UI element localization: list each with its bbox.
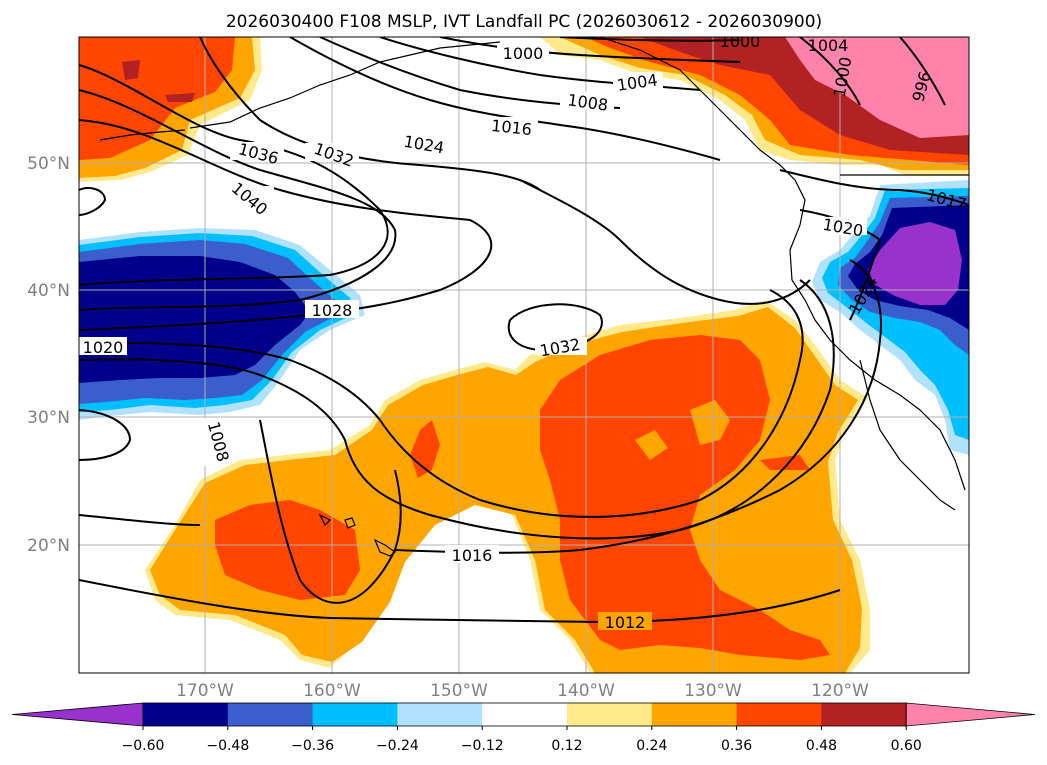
- lat-label-50n: 50°N: [27, 154, 70, 174]
- lat-labels: 50°N 40°N 30°N 20°N: [27, 154, 70, 556]
- ivt-fill-subtropical: [145, 300, 870, 673]
- colorbar-tick-label: 0.24: [636, 738, 667, 754]
- map-title: 2026030400 F108 MSLP, IVT Landfall PC (2…: [226, 12, 822, 32]
- colorbar-tick-label: 0.48: [806, 738, 837, 754]
- colorbar-swatch: [312, 703, 398, 726]
- colorbar-swatch: [227, 703, 314, 726]
- colorbar-swatch: [397, 703, 483, 726]
- lon-label-170w: 170°W: [176, 681, 234, 701]
- isobar-label: 1000: [720, 32, 761, 51]
- colorbar-tick-label: −0.24: [376, 738, 419, 754]
- ivt-fill-northeast: [540, 37, 969, 175]
- ivt-fill-east-negative: [812, 180, 969, 455]
- colorbar-outline: [142, 702, 907, 727]
- coastlines: [99, 37, 969, 557]
- lon-label-150w: 150°W: [430, 681, 488, 701]
- colorbar-swatch: [651, 703, 738, 726]
- lon-label-120w: 120°W: [811, 681, 869, 701]
- map-frame: [78, 36, 970, 674]
- colorbar-swatch: [736, 703, 822, 726]
- colorbar-extend-right: [905, 702, 1036, 727]
- colorbar-tick-label: 0.12: [551, 738, 582, 754]
- lat-label-40n: 40°N: [27, 281, 70, 301]
- isobars: [79, 37, 969, 624]
- isobar-label: 1016: [490, 116, 532, 139]
- isobar-labels: 1000 1000 1004 1000 996 1004 1008 1016 1…: [79, 32, 969, 632]
- colorbar-tick-label: 0.36: [721, 738, 752, 754]
- colorbar-swatch: [821, 703, 907, 726]
- isobar-label: 1012: [605, 613, 646, 632]
- isobar-label: 1004: [808, 36, 849, 55]
- colorbar-tick-label: −0.12: [461, 738, 504, 754]
- lat-label-20n: 20°N: [27, 536, 70, 556]
- lat-label-30n: 30°N: [27, 408, 70, 428]
- colorbar-swatch: [143, 703, 229, 726]
- colorbar: −0.60 −0.48 −0.36 −0.24 −0.12 0.12 0.24 0.36 0.4…: [11, 702, 1036, 754]
- isobar-label: 1020: [83, 338, 124, 357]
- lon-label-160w: 160°W: [303, 681, 361, 701]
- colorbar-tick-label: −0.36: [291, 738, 334, 754]
- colorbar-tick-label: 0.60: [891, 738, 922, 754]
- map-panel: 1000 1000 1004 1000 996 1004 1008 1016 1…: [79, 32, 969, 673]
- isobar-label: 1016: [452, 546, 493, 565]
- colorbar-tick-label: −0.60: [122, 738, 165, 754]
- colorbar-swatch: [482, 703, 568, 726]
- lon-labels: 170°W 160°W 150°W 140°W 130°W 120°W: [176, 681, 869, 701]
- lon-label-130w: 130°W: [684, 681, 742, 701]
- colorbar-tick-label: −0.48: [206, 738, 249, 754]
- colorbar-swatch: [567, 703, 653, 726]
- lon-label-140w: 140°W: [557, 681, 615, 701]
- colorbar-extend-left: [11, 702, 144, 727]
- isobar-label: 1028: [312, 301, 353, 320]
- graticule: [79, 37, 969, 673]
- isobar-label: 1000: [503, 44, 544, 63]
